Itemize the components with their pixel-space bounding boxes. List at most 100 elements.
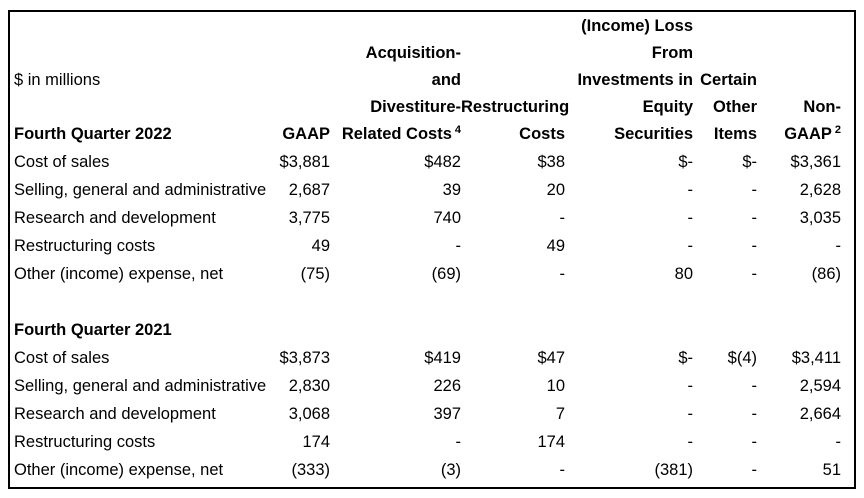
header-empty-cell	[10, 40, 278, 67]
cell-gaap: 49	[311, 236, 330, 255]
cell-gaap: (75)	[300, 264, 330, 283]
table-row: Restructuring costs 174 - 174 - - -	[10, 428, 854, 456]
col-header-acq-div-costs: Acquisition-	[365, 44, 461, 62]
table-row: Selling, general and administrative 2,687…	[10, 176, 854, 204]
cell-restructuring-costs: 20	[546, 180, 565, 199]
cell-certain-other-items: -	[751, 236, 758, 255]
col-header-gaap: GAAP	[282, 125, 330, 143]
header-empty-cell	[330, 13, 461, 40]
cell-certain-other-items: -	[751, 404, 758, 423]
footnote-ref-4: 4	[454, 123, 461, 136]
cell-restructuring-costs: 10	[546, 376, 565, 395]
cell-equity-securities: -	[687, 208, 694, 227]
col-header-equity-securities: Equity	[642, 98, 693, 116]
col-header-non-gaap: GAAP 2	[757, 121, 854, 148]
table-row: Research and development 3,068 397 7 - - 2,664	[10, 400, 854, 428]
cell-non-gaap: -	[835, 432, 842, 451]
section-title-2021: Fourth Quarter 2021	[14, 320, 172, 339]
header-empty-cell	[278, 94, 330, 121]
header-line-5: Fourth Quarter 2022 GAAP Related Costs 4 …	[10, 121, 854, 148]
col-header-equity-securities: (Income) Loss	[581, 17, 693, 35]
col-header-certain-other-items: Other	[712, 98, 757, 116]
cell-non-gaap: 2,664	[799, 404, 841, 423]
cell-non-gaap: (86)	[811, 264, 841, 283]
header-empty-cell	[461, 40, 565, 67]
cell-acq-div-related-costs: (3)	[440, 460, 461, 479]
cell-gaap: 3,775	[288, 208, 330, 227]
row-label: Research and development	[14, 208, 216, 227]
cell-equity-securities: 80	[674, 264, 693, 283]
row-label: Selling, general and administrative	[14, 180, 267, 199]
row-label: Restructuring costs	[14, 236, 156, 255]
header-empty-cell	[757, 40, 854, 67]
cell-non-gaap: $3,361	[790, 152, 841, 171]
cell-acq-div-related-costs: 226	[433, 376, 461, 395]
row-label: Cost of sales	[14, 152, 110, 171]
gaap-non-gaap-reconciliation-table: (Income) Loss Acquisition- From $ in mil…	[10, 13, 854, 484]
cell-acq-div-related-costs: 397	[433, 404, 461, 423]
table-row: Other (income) expense, net (75) (69) - 80 - (…	[10, 260, 854, 288]
header-empty-cell	[693, 40, 757, 67]
header-empty-cell	[757, 67, 854, 94]
cell-acq-div-related-costs: $419	[424, 348, 461, 367]
cell-non-gaap: $3,411	[791, 348, 841, 367]
cell-acq-div-related-costs: $482	[424, 152, 461, 171]
cell-equity-securities: $-	[678, 152, 693, 171]
header-empty-cell	[278, 13, 330, 40]
cell-acq-div-related-costs: 740	[433, 208, 461, 227]
cell-restructuring-costs: $38	[537, 152, 565, 171]
cell-gaap: 3,068	[288, 404, 330, 423]
cell-restructuring-costs: 7	[555, 404, 565, 423]
cell-gaap: $3,873	[279, 348, 330, 367]
row-label: Other (income) expense, net	[14, 264, 224, 283]
cell-equity-securities: -	[687, 432, 694, 451]
header-empty-cell	[10, 94, 278, 121]
header-empty-cell	[10, 13, 278, 40]
col-header-equity-securities: From	[651, 44, 693, 62]
cell-gaap: 2,830	[288, 376, 330, 395]
financial-table-container: (Income) Loss Acquisition- From $ in mil…	[8, 10, 856, 489]
footnote-ref-2: 2	[834, 123, 841, 136]
header-empty-cell	[757, 13, 854, 40]
section-title-2022: Fourth Quarter 2022	[14, 125, 172, 143]
col-header-non-gaap-text: GAAP	[784, 125, 832, 143]
table-header: (Income) Loss Acquisition- From $ in mil…	[10, 13, 854, 148]
table-row: Restructuring costs 49 - 49 - - -	[10, 232, 854, 260]
cell-restructuring-costs: -	[559, 264, 566, 283]
header-empty-cell	[461, 67, 565, 94]
spacer-row	[10, 288, 854, 316]
row-label: Other (income) expense, net	[14, 460, 224, 479]
col-header-related-costs-text: Related Costs	[341, 125, 452, 143]
row-label: Restructuring costs	[14, 432, 156, 451]
spacer-cell	[10, 288, 854, 316]
table-row: Cost of sales $3,873 $419 $47 $- $(4) $3,411	[10, 344, 854, 372]
cell-equity-securities: -	[687, 376, 694, 395]
col-header-certain-other-items: Certain	[700, 71, 757, 89]
cell-non-gaap: 2,628	[799, 180, 841, 199]
header-empty-cell	[278, 67, 330, 94]
cell-restructuring-costs: 49	[546, 236, 565, 255]
col-header-equity-securities: Investments in	[577, 71, 693, 89]
table-row: Other (income) expense, net (333) (3) - (381…	[10, 456, 854, 484]
cell-certain-other-items: -	[751, 264, 758, 283]
cell-non-gaap: 3,035	[799, 208, 841, 227]
header-line-2: Acquisition- From	[10, 40, 854, 67]
section-title-row: Fourth Quarter 2021	[10, 316, 854, 344]
cell-certain-other-items: -	[751, 180, 758, 199]
header-empty-cell	[278, 40, 330, 67]
table-body: Cost of sales $3,881 $482 $38 $- $- $3,361 Sell…	[10, 148, 854, 484]
cell-non-gaap: 2,594	[799, 376, 841, 395]
cell-acq-div-related-costs: (69)	[431, 264, 461, 283]
cell-equity-securities: -	[687, 404, 694, 423]
cell-gaap: $3,881	[279, 152, 330, 171]
cell-equity-securities: -	[687, 236, 694, 255]
row-label: Research and development	[14, 404, 216, 423]
col-header-acq-div-costs: Related Costs 4	[330, 121, 461, 148]
cell-certain-other-items: $-	[742, 152, 757, 171]
col-header-certain-other-items: Items	[713, 125, 757, 143]
row-label: Selling, general and administrative	[14, 376, 267, 395]
header-line-4: Divestiture- Restructuring Equity Other …	[10, 94, 854, 121]
table-row: Cost of sales $3,881 $482 $38 $- $- $3,361	[10, 148, 854, 176]
cell-equity-securities: (381)	[654, 460, 693, 479]
header-empty-cell	[693, 13, 757, 40]
